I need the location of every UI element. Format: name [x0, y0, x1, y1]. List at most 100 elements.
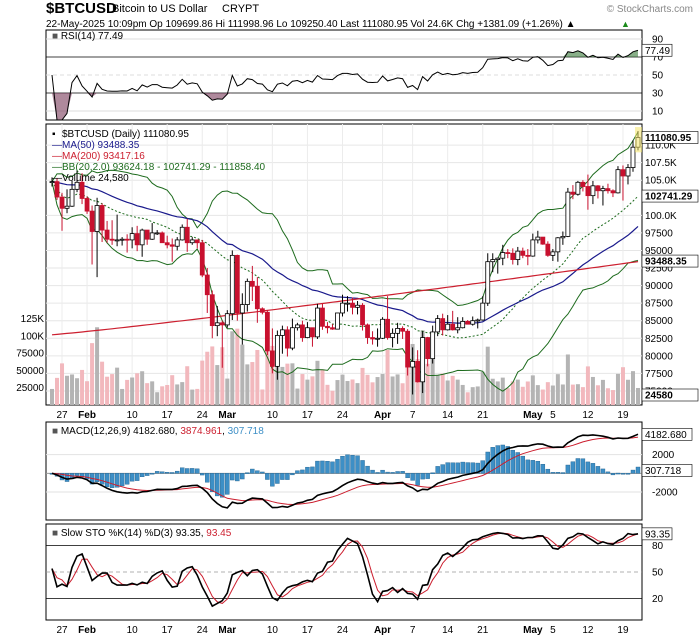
macd-hist-bar [380, 469, 385, 474]
price-tick-label: 82500 [645, 334, 673, 345]
macd-hist-bar [600, 468, 606, 474]
up-arrow-icon: ▲ [621, 19, 630, 29]
candlestick [340, 294, 345, 317]
candlestick [430, 325, 436, 364]
rsi-legend-icon: ■ [52, 31, 58, 42]
macd-hist-bar [300, 469, 305, 474]
x-tick-label: 21 [477, 410, 489, 421]
candle-body [124, 238, 130, 241]
macd-hist-bar [585, 461, 591, 474]
macd-hist-bar [455, 462, 460, 474]
x-tick-label: 27 [56, 625, 68, 636]
candlestick [580, 180, 586, 192]
volume-bar [225, 378, 230, 405]
candle-body [370, 337, 375, 340]
macd-hist-bar [129, 473, 135, 482]
candle-body [109, 238, 115, 241]
candle-body [290, 327, 295, 349]
macd-hist-bar [515, 452, 520, 474]
candlestick [169, 238, 175, 262]
candle-body [610, 190, 616, 194]
volume-tag-box [641, 388, 699, 402]
volume-tick-label: 125K [21, 314, 45, 325]
candlestick [565, 187, 571, 238]
macd-hist-bar [395, 471, 400, 474]
candle-body [325, 325, 330, 329]
volume-bar [565, 354, 570, 405]
candlestick [99, 203, 105, 243]
candle-body [565, 191, 571, 237]
candle-body [360, 304, 365, 326]
macd-hist-bar [240, 473, 245, 480]
candlestick [480, 296, 486, 321]
candlestick [330, 324, 335, 330]
candle-body [395, 328, 400, 334]
volume-bar [310, 376, 315, 405]
exchange-label: CRYPT [222, 3, 259, 15]
volume-bar [630, 371, 635, 405]
macd-hist-bar [170, 472, 175, 474]
macd-tick-label: -2000 [652, 488, 678, 499]
volume-bar [510, 381, 515, 405]
volume-bar [435, 374, 440, 405]
volume-bar [360, 367, 365, 405]
volume-bar [555, 374, 560, 405]
candle-body [320, 307, 325, 327]
volume-bar [330, 390, 335, 405]
volume-bar [495, 381, 500, 405]
volume-bar [210, 346, 215, 405]
candle-body [54, 181, 60, 198]
candlestick [300, 320, 305, 342]
x-tick-label: May [523, 410, 543, 421]
candlestick [234, 254, 240, 321]
price-legend-icon: — [52, 151, 62, 162]
macd-hist-bar [210, 473, 215, 492]
candle-body [400, 328, 405, 332]
candlestick [590, 180, 596, 205]
rsi-tick-label: 90 [652, 35, 664, 46]
price-legend-entry: BB(20,2.0) 93624.18 - 102741.29 - 111858… [62, 162, 266, 173]
bb-mid-line [51, 181, 639, 339]
candle-body [204, 274, 210, 296]
candle-body [254, 285, 260, 310]
candle-body [430, 331, 436, 360]
volume-bar [525, 381, 530, 405]
macd-hist-bar [390, 472, 395, 474]
sto-legend: ■ Slow STO %K(14) %D(3) 93.35, 93.45 [52, 528, 232, 539]
candle-body [234, 254, 240, 314]
candle-body [144, 229, 150, 240]
candlestick [129, 227, 135, 249]
volume-bar [540, 389, 545, 405]
volume-bar [215, 365, 220, 405]
candlestick [460, 317, 466, 329]
macd-hist-bar [99, 473, 105, 485]
candle-body [315, 307, 320, 338]
volume-bar [175, 384, 180, 405]
candle-body [585, 186, 591, 197]
candle-body [229, 254, 235, 315]
candlestick [620, 165, 626, 201]
macd-hist-bar [185, 468, 190, 474]
candle-body [555, 237, 561, 253]
candlestick [595, 185, 601, 199]
x-tick-label: May [523, 625, 543, 636]
candle-body [285, 329, 290, 349]
macd-hist-bar [525, 459, 531, 474]
volume-bar [240, 344, 245, 405]
candlestick [94, 197, 100, 278]
volume-bar [120, 388, 125, 405]
rsi-line [51, 49, 639, 121]
volume-bar [585, 366, 590, 405]
volume-tick-label: 25000 [16, 383, 44, 394]
candle-body [69, 188, 75, 207]
candlestick [375, 328, 380, 347]
candlestick [214, 305, 220, 337]
chart-symbol: $BTCUSD [46, 0, 117, 17]
x-tick-label: 17 [302, 625, 314, 636]
sto-tick-label: 80 [652, 541, 664, 552]
x-tick-label: 24 [337, 625, 349, 636]
candlestick [194, 239, 200, 249]
macd-hist-bar [615, 472, 621, 475]
volume-bar [110, 374, 115, 405]
macd-hist-bar [270, 473, 275, 487]
